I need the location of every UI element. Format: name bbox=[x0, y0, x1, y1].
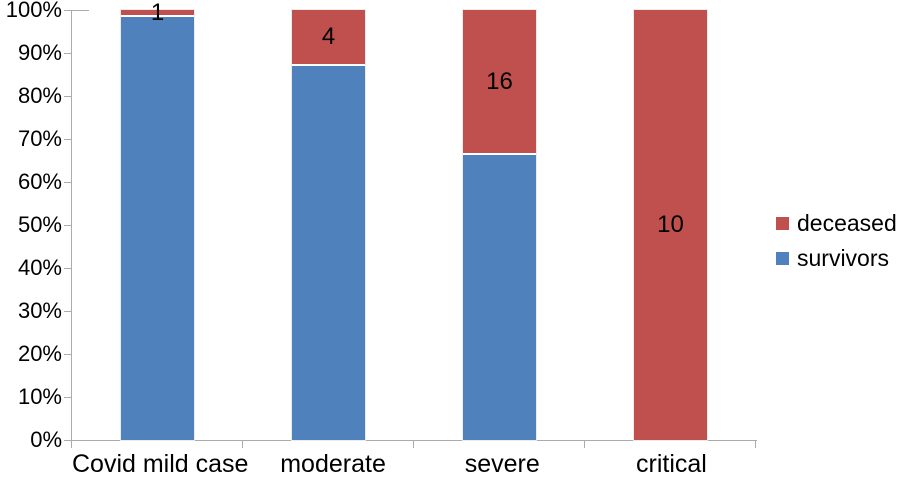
legend-item-deceased: deceased bbox=[776, 206, 897, 241]
y-axis-tick-label: 80% bbox=[17, 83, 62, 108]
y-axis-tick-label: 0% bbox=[30, 427, 62, 452]
x-axis-tick bbox=[242, 441, 243, 448]
y-axis-tick bbox=[64, 224, 71, 226]
x-axis-line bbox=[71, 440, 757, 441]
legend-swatch-deceased bbox=[776, 217, 789, 230]
x-axis-tick bbox=[413, 441, 414, 448]
data-label: 4 bbox=[321, 22, 336, 50]
y-axis-tick-label: 10% bbox=[17, 384, 62, 409]
bar-moderate: 4 bbox=[292, 10, 365, 440]
x-axis-label-covid-mild-case: Covid mild case bbox=[72, 450, 249, 478]
x-axis-label-critical: critical bbox=[636, 450, 707, 478]
y-axis-tick bbox=[64, 52, 71, 54]
y-axis-tick bbox=[64, 138, 71, 140]
y-axis-tick-label: 20% bbox=[17, 341, 62, 366]
category-slot-critical: 10 bbox=[585, 10, 756, 440]
data-label: 10 bbox=[657, 211, 684, 238]
bar-covid-mild-case: 1 bbox=[121, 0, 194, 440]
legend-item-survivors: survivors bbox=[776, 241, 897, 276]
x-axis-tick bbox=[755, 441, 756, 448]
y-axis-tick bbox=[64, 9, 71, 11]
legend: deceased survivors bbox=[776, 206, 897, 276]
y-axis-tick bbox=[64, 181, 71, 183]
segment-deceased bbox=[292, 10, 365, 66]
y-axis-top-tick bbox=[72, 10, 89, 11]
segment-survivors bbox=[292, 63, 365, 440]
y-axis-tick bbox=[64, 439, 71, 441]
y-axis-tick-label: 30% bbox=[17, 298, 62, 323]
legend-label-survivors: survivors bbox=[797, 245, 890, 271]
y-axis-tick bbox=[64, 95, 71, 97]
category-slot-covid-mild-case: 1 bbox=[72, 0, 243, 440]
data-label: 16 bbox=[486, 67, 513, 95]
data-label: 1 bbox=[150, 0, 165, 26]
segment-deceased bbox=[121, 10, 194, 18]
segment-survivors bbox=[463, 153, 536, 440]
y-axis-tick bbox=[64, 310, 71, 312]
legend-label-deceased: deceased bbox=[797, 210, 897, 236]
y-axis-tick-label: 60% bbox=[17, 169, 62, 194]
y-axis-tick-label: 50% bbox=[17, 212, 62, 237]
x-axis-label-severe: severe bbox=[464, 450, 540, 478]
plot-area: 1 4 16 10 bbox=[72, 0, 756, 440]
segment-survivors bbox=[121, 15, 194, 440]
y-axis-line bbox=[71, 10, 72, 441]
x-axis-tick bbox=[71, 441, 72, 448]
x-axis-tick bbox=[584, 441, 585, 448]
y-axis-tick bbox=[64, 396, 71, 398]
legend-swatch-survivors bbox=[776, 252, 789, 265]
y-axis-tick bbox=[64, 353, 71, 355]
segment-deceased bbox=[634, 10, 707, 440]
x-axis-labels: Covid mild case moderate severe critical bbox=[72, 448, 756, 480]
x-axis-label-moderate: moderate bbox=[280, 450, 386, 478]
y-axis-tick-label: 70% bbox=[17, 126, 62, 151]
y-axis-tick-label: 100% bbox=[5, 0, 62, 22]
y-axis-tick-label: 90% bbox=[17, 40, 62, 65]
bar-severe: 16 bbox=[463, 10, 536, 440]
segment-deceased bbox=[463, 10, 536, 156]
category-slot-severe: 16 bbox=[414, 10, 585, 440]
y-axis-tick-label: 40% bbox=[17, 255, 62, 280]
bar-critical: 10 bbox=[634, 10, 707, 440]
y-axis-tick bbox=[64, 267, 71, 269]
category-slot-moderate: 4 bbox=[243, 10, 414, 440]
